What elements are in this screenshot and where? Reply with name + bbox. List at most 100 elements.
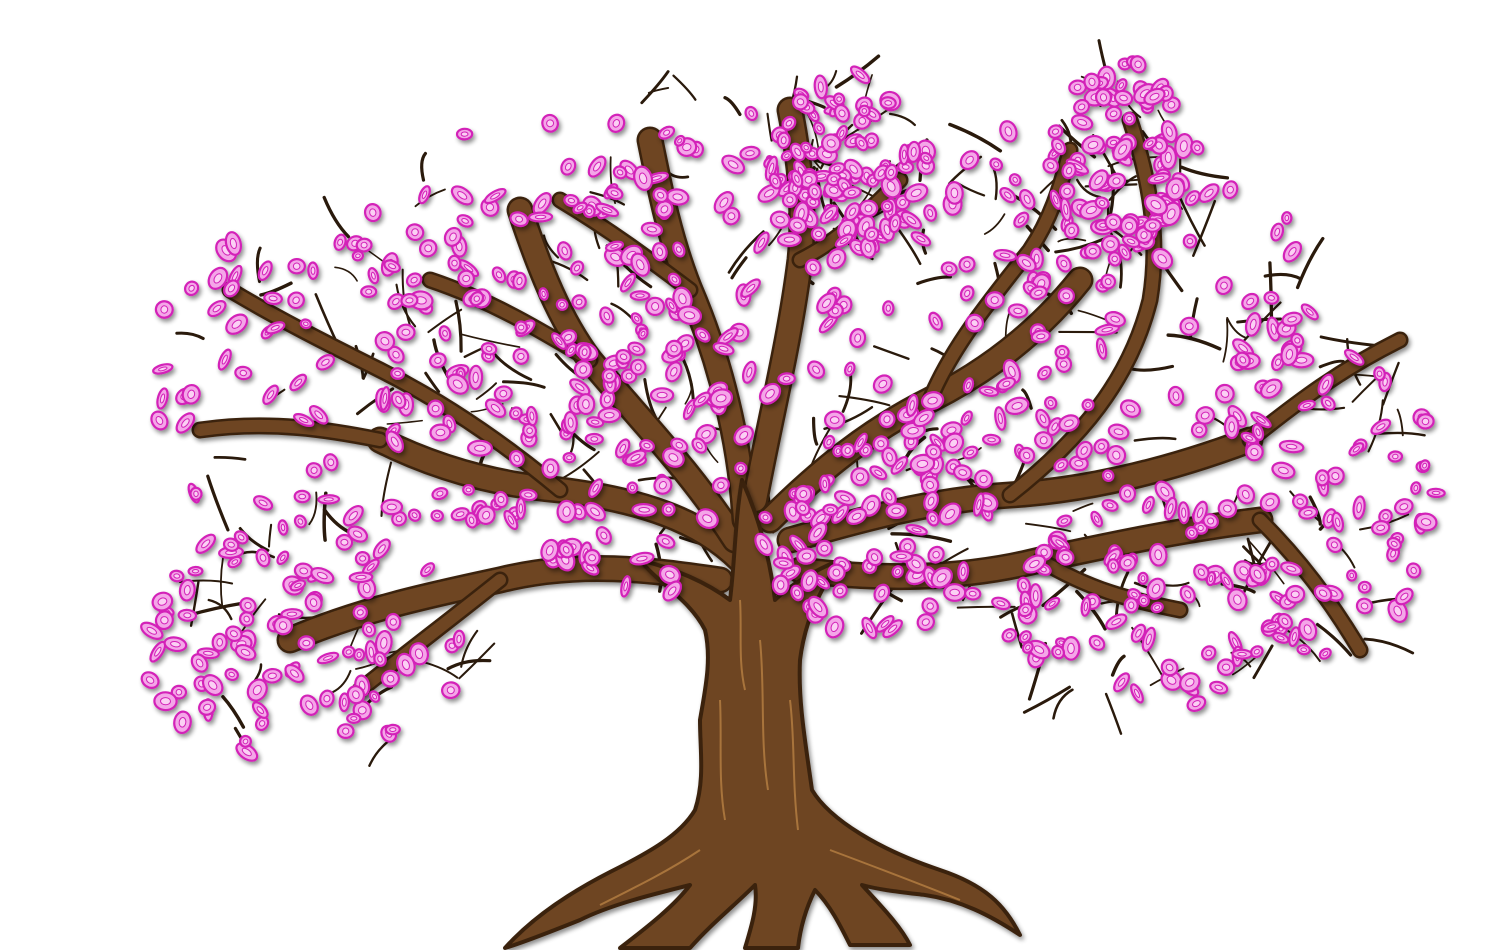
blossom-core <box>1267 295 1275 301</box>
blossom-core <box>809 263 817 272</box>
blossom-icon <box>1223 414 1240 440</box>
blossom-core <box>1063 187 1071 195</box>
blossom-icon <box>562 451 577 464</box>
blossom-core <box>634 363 642 371</box>
blossom-core <box>945 265 953 273</box>
blossom-core <box>221 354 228 365</box>
twig <box>723 96 742 117</box>
blossom-icon <box>354 550 371 567</box>
blossom-core <box>243 615 250 623</box>
blossom-core <box>1361 584 1368 591</box>
blossom-core <box>213 273 223 284</box>
blossom-core <box>907 426 919 435</box>
blossom-core <box>482 510 491 520</box>
blossom-icon <box>468 364 484 391</box>
blossom-core <box>1039 414 1047 424</box>
blossom-icon <box>834 233 854 249</box>
blossom-core <box>1062 292 1071 300</box>
blossom-icon <box>355 237 373 253</box>
blossom-core <box>1013 307 1023 315</box>
blossom-icon <box>323 453 339 472</box>
blossom-icon <box>464 511 479 529</box>
blossom-icon <box>1150 601 1164 614</box>
blossom-core <box>849 207 856 216</box>
blossom-core <box>359 555 367 562</box>
blossom-icon <box>781 191 798 208</box>
blossom-icon <box>991 596 1011 611</box>
blossom-icon <box>565 342 578 357</box>
blossom-core <box>839 237 849 244</box>
blossom-core <box>1134 60 1142 69</box>
blossom-icon <box>584 501 607 522</box>
blossom-icon <box>1105 613 1128 631</box>
blossom-icon <box>541 458 560 479</box>
blossom-icon <box>1106 558 1120 574</box>
blossom-core <box>638 506 650 513</box>
blossom-core <box>857 438 864 448</box>
blossom-core <box>813 602 823 613</box>
blossom-core <box>187 389 196 399</box>
blossom-icon <box>863 226 880 243</box>
blossom-icon <box>525 405 538 427</box>
blossom-icon <box>597 407 622 424</box>
blossom-icon <box>1018 188 1036 210</box>
blossom-icon <box>467 439 493 457</box>
blossom-core <box>1017 216 1025 224</box>
blossom-core <box>370 271 376 280</box>
branch <box>1254 514 1366 656</box>
blossom-core <box>1004 191 1012 199</box>
blossom-icon <box>555 298 569 311</box>
blossom-core <box>1012 176 1018 183</box>
blossom-core <box>244 601 252 609</box>
blossom-core <box>874 469 883 476</box>
blossom-icon <box>858 199 879 218</box>
blossom-icon <box>429 423 452 442</box>
blossom-icon <box>1240 431 1258 445</box>
blossom-icon <box>1193 563 1210 581</box>
blossom-core <box>784 153 790 159</box>
blossom-icon <box>1167 385 1185 407</box>
blossom-icon <box>741 360 757 384</box>
blossom-icon <box>1042 157 1060 174</box>
blossom-icon <box>658 564 681 585</box>
blossom-core <box>651 302 660 311</box>
blossom-icon <box>888 213 902 234</box>
blossom-core <box>1167 100 1176 109</box>
blossom-core <box>629 484 635 491</box>
blossom-icon <box>154 610 174 631</box>
blossom-core <box>788 506 797 517</box>
blossom-icon <box>923 490 940 512</box>
blossom-core <box>661 538 670 545</box>
blossom-icon <box>1222 180 1239 200</box>
blossom-icon <box>1037 365 1052 381</box>
blossom-icon <box>234 643 257 661</box>
blossom-core <box>826 507 835 513</box>
blossom-icon <box>538 287 549 301</box>
blossom-core <box>350 716 358 721</box>
blossom-core <box>910 188 922 198</box>
twig <box>460 629 479 668</box>
blossom-core <box>976 499 982 511</box>
blossom-core <box>1146 140 1154 147</box>
blossom-core <box>1376 370 1383 377</box>
blossom-icon <box>989 157 1004 172</box>
blossom-icon <box>928 311 944 331</box>
blossom-core <box>566 455 573 461</box>
twig <box>206 474 230 532</box>
blossom-core <box>229 237 237 250</box>
blossom-icon <box>1122 111 1136 126</box>
blossom-core <box>1322 379 1330 390</box>
blossom-core <box>1278 466 1289 475</box>
blossom-core <box>604 411 615 419</box>
blossom-icon <box>1070 114 1094 131</box>
blossom-icon <box>787 216 808 234</box>
blossom-core <box>541 290 546 298</box>
blossom-core <box>1165 663 1174 672</box>
blossom-core <box>574 264 581 272</box>
blossom-core <box>159 393 166 404</box>
blossom-icon <box>257 260 273 281</box>
blossom-icon <box>694 327 711 343</box>
blossom-icon <box>452 629 466 649</box>
blossom-icon <box>178 578 196 602</box>
blossom-core <box>579 365 588 374</box>
